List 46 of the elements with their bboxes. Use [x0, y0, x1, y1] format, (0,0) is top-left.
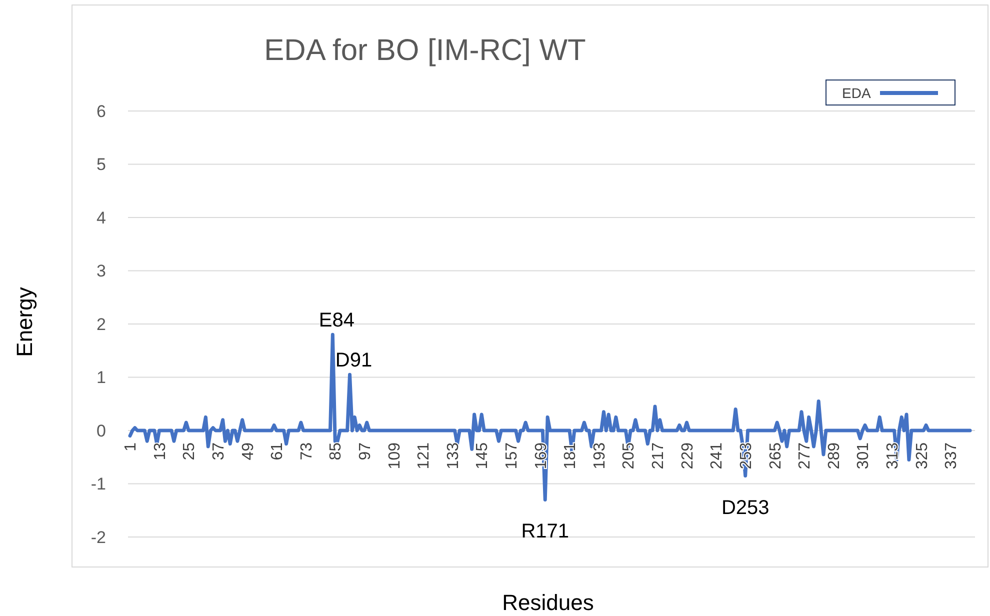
x-tick-label: 169	[532, 442, 550, 470]
annotation: E84	[318, 310, 354, 332]
y-tick-label: 3	[96, 262, 106, 281]
x-tick-label: 49	[240, 442, 257, 460]
x-tick-label: 121	[416, 442, 433, 470]
x-tick-label: 265	[767, 442, 784, 470]
x-tick-label: 73	[298, 442, 316, 460]
x-tick-label: 277	[796, 442, 814, 470]
x-tick-label: 157	[504, 442, 521, 470]
y-tick-label: -2	[90, 528, 106, 547]
x-tick-label: 109	[386, 442, 404, 470]
y-tick-label: 1	[96, 368, 106, 388]
x-tick-label: 253	[738, 442, 755, 470]
y-tick-label: -1	[90, 474, 106, 494]
x-tick-label: 1	[122, 442, 140, 452]
x-tick-label: 193	[591, 442, 608, 470]
legend-label: EDA	[842, 84, 872, 101]
x-tick-label: 205	[620, 442, 638, 470]
x-tick-label: 85	[328, 442, 345, 460]
x-tick-label: 61	[269, 442, 286, 460]
y-tick-label: 0	[96, 421, 106, 440]
x-tick-label: 325	[914, 442, 931, 470]
y-tick-label: 6	[96, 102, 106, 121]
x-tick-label: 313	[884, 442, 902, 470]
x-tick-label: 337	[943, 442, 960, 470]
annotation: R171	[521, 520, 570, 543]
annotation: D253	[721, 496, 770, 519]
x-tick-label: 181	[562, 442, 580, 470]
x-tick-label: 241	[708, 442, 726, 470]
x-tick-label: 97	[357, 442, 374, 460]
x-tick-label: 229	[679, 442, 696, 470]
y-tick-label: 2	[96, 314, 106, 334]
chart-title: EDA for BO [IM-RC] WT	[264, 34, 586, 67]
x-tick-label: 289	[826, 442, 843, 470]
x-tick-label: 37	[210, 442, 228, 460]
x-axis-title: Residues	[502, 590, 594, 615]
x-tick-label: 145	[474, 442, 492, 470]
y-tick-label: 5	[96, 155, 106, 174]
x-tick-label: 217	[650, 442, 668, 470]
x-tick-label: 25	[181, 442, 198, 460]
y-axis-title: Energy	[12, 287, 37, 357]
x-tick-label: 133	[444, 442, 462, 470]
y-tick-label: 4	[96, 208, 106, 228]
x-tick-label: 301	[855, 442, 872, 470]
x-tick-label: 13	[152, 442, 169, 460]
annotation: D91	[335, 350, 372, 372]
